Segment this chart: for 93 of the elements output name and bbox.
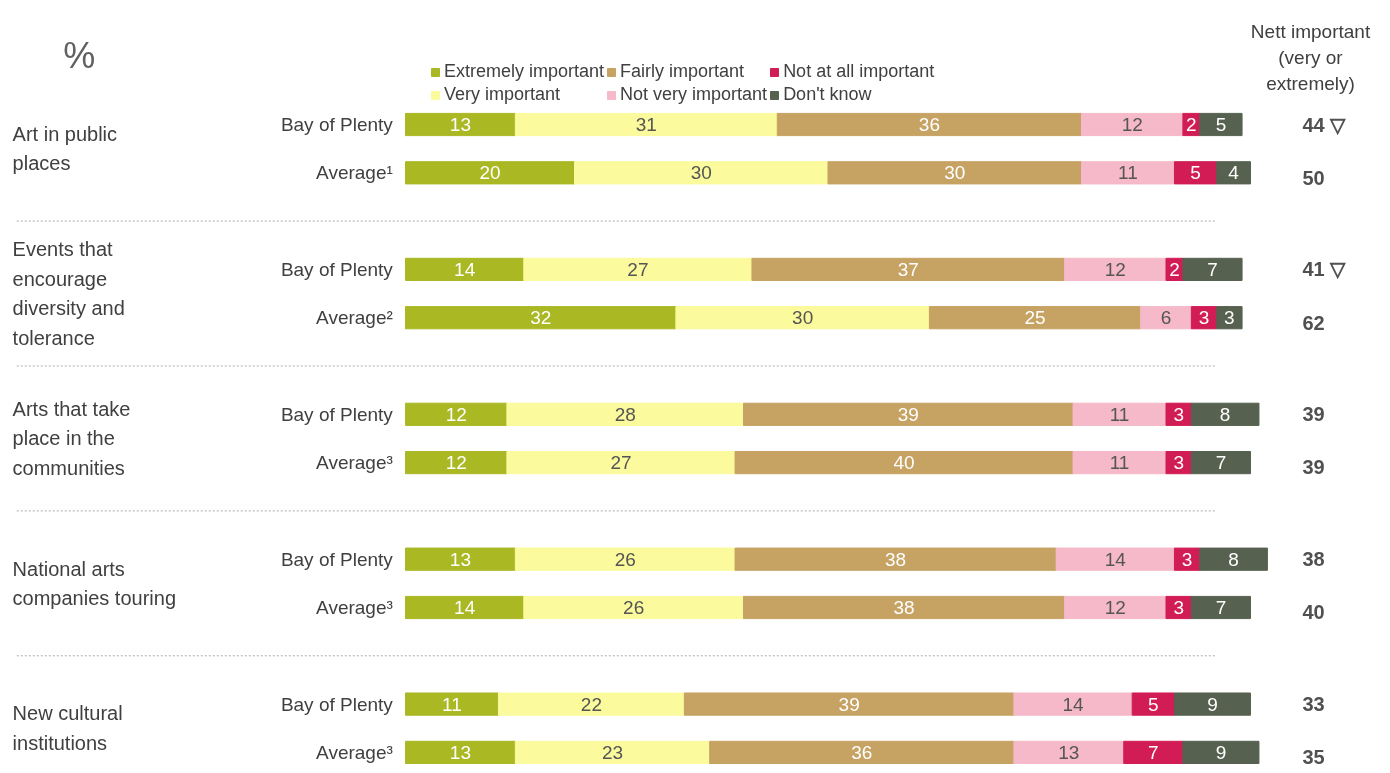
y-tick-label: Average³ [316, 741, 393, 763]
data-label: 26 [623, 597, 645, 618]
data-label: 14 [454, 597, 476, 618]
data-label: 31 [635, 114, 657, 135]
data-label: 11 [1109, 403, 1130, 425]
data-label: 36 [918, 114, 940, 135]
text: 38 [1302, 548, 1325, 571]
legend-label: Not very important [620, 84, 768, 105]
text: 50 [1302, 166, 1325, 189]
text: 39 [1302, 456, 1325, 479]
data-label: 36 [851, 741, 873, 763]
y-tick-label: Average³ [316, 597, 393, 618]
data-label: 30 [690, 162, 712, 184]
data-label: 28 [614, 403, 636, 425]
data-label: 20 [479, 162, 501, 184]
data-label: 5 [1148, 693, 1159, 715]
data-label: 25 [1024, 307, 1046, 329]
legend-label: Very important [444, 84, 561, 105]
data-label: 3 [1224, 307, 1235, 329]
data-label: 13 [449, 548, 471, 570]
data-label: 7 [1215, 452, 1227, 474]
data-label: 4 [1228, 162, 1240, 184]
data-label: 12 [1104, 597, 1126, 618]
text: Arts that take place in the communities [12, 397, 131, 480]
legend-label: Fairly important [620, 61, 745, 82]
data-label: 14 [454, 258, 476, 280]
data-label: 37 [897, 258, 919, 280]
text: 33 [1302, 693, 1325, 716]
data-label: 14 [1062, 693, 1085, 715]
y-tick-label: Average³ [316, 452, 393, 474]
data-label: 13 [1058, 741, 1080, 763]
text: 35 [1302, 746, 1325, 769]
data-label: 27 [627, 258, 649, 280]
data-label: 7 [1207, 258, 1218, 280]
data-label: 27 [610, 452, 632, 474]
data-label: 23 [601, 741, 624, 763]
data-label: 11 [1118, 162, 1138, 184]
data-label: 12 [445, 452, 467, 474]
text: % [63, 35, 96, 76]
data-label: 8 [1228, 548, 1239, 570]
data-label: 14 [1104, 548, 1127, 570]
y-tick-label: Bay of Plenty [280, 548, 394, 570]
data-label: 3 [1198, 307, 1210, 329]
text: Events that encourage diversity and tolerance [12, 238, 125, 350]
text: 62 [1302, 311, 1325, 334]
data-label: 39 [897, 403, 919, 425]
y-tick-label: Bay of Plenty [280, 693, 394, 715]
data-label: 3 [1173, 597, 1184, 618]
data-label: 12 [1121, 114, 1143, 135]
data-label: 38 [885, 548, 907, 570]
y-tick-label: Bay of Plenty [280, 403, 394, 425]
data-label: 8 [1219, 403, 1231, 425]
text: Art in public places [12, 122, 118, 175]
y-tick-label: Bay of Plenty [280, 114, 394, 135]
data-label: 39 [838, 693, 860, 715]
data-label: 40 [893, 452, 915, 474]
data-label: 2 [1169, 258, 1180, 280]
text: National arts companies touring [12, 557, 177, 610]
data-label: 30 [792, 307, 814, 329]
data-label: 38 [893, 597, 915, 618]
text: 44 ▽ [1302, 113, 1347, 136]
legend-label: Not at all important [783, 61, 935, 82]
data-label: 3 [1173, 452, 1184, 474]
data-label: 12 [1104, 258, 1126, 280]
data-label: 13 [449, 741, 471, 763]
data-label: 3 [1173, 403, 1184, 425]
data-label: 26 [614, 548, 636, 570]
data-label: 11 [442, 693, 462, 715]
data-label: 30 [944, 162, 966, 184]
data-label: 32 [530, 307, 552, 329]
data-label: 9 [1207, 693, 1218, 715]
text: 40 [1302, 601, 1325, 624]
y-tick-label: Average¹ [316, 162, 393, 184]
y-tick-label: Bay of Plenty [280, 258, 394, 280]
data-label: 7 [1215, 597, 1227, 618]
data-label: 11 [1109, 452, 1130, 474]
legend-label: Don't know [783, 84, 872, 105]
data-label: 12 [445, 403, 467, 425]
y-tick-label: Average² [316, 307, 393, 329]
data-label: 2 [1186, 114, 1197, 135]
text: 39 [1302, 403, 1325, 426]
annotation: Nett important (very or extremely) [1250, 20, 1371, 94]
data-label: 7 [1148, 741, 1159, 763]
legend-label: Extremely important [444, 61, 605, 82]
data-label: 9 [1215, 741, 1227, 763]
data-label: 22 [580, 693, 602, 715]
text: 41 ▽ [1302, 258, 1347, 281]
data-label: 5 [1190, 162, 1201, 184]
data-label: 13 [449, 114, 471, 135]
text: New cultural institutions [12, 702, 123, 755]
data-label: 6 [1160, 307, 1172, 329]
data-label: 5 [1215, 114, 1227, 135]
data-label: 3 [1181, 548, 1193, 570]
